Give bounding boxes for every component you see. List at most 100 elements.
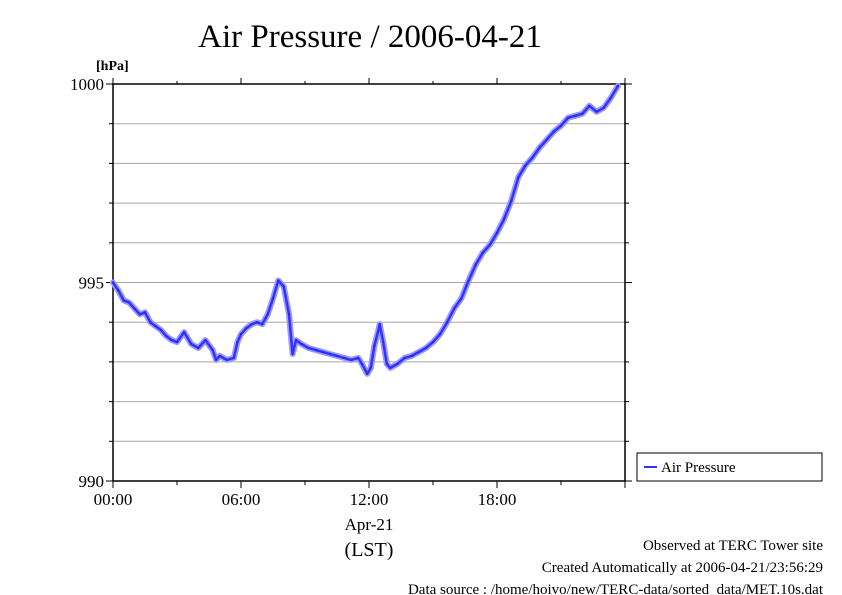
data-point: [424, 346, 428, 350]
data-point: [467, 279, 470, 282]
data-point: [488, 243, 492, 246]
data-point: [524, 164, 527, 167]
data-point: [342, 356, 346, 360]
data-point: [376, 330, 380, 334]
data-point: [389, 366, 392, 370]
data-point: [170, 338, 173, 342]
series-air-pressure: [110, 83, 621, 377]
data-point: [538, 146, 541, 149]
x-axis-zone-label: (LST): [345, 539, 394, 561]
data-point: [266, 313, 269, 316]
footer-observed: Observed at TERC Tower site: [643, 538, 823, 554]
data-point: [149, 321, 152, 324]
footer-source: Data source : /home/hoivo/new/TERC-data/…: [408, 582, 824, 595]
data-point: [517, 176, 520, 179]
data-point: [357, 356, 360, 360]
data-point: [474, 263, 477, 266]
data-point: [373, 344, 376, 348]
data-point: [182, 330, 186, 334]
data-point: [218, 354, 221, 358]
data-point: [225, 358, 228, 362]
data-point: [481, 251, 484, 254]
data-point: [531, 156, 534, 159]
data-point: [291, 352, 294, 356]
data-point: [595, 110, 598, 114]
data-point: [175, 340, 179, 344]
data-point: [453, 307, 456, 310]
y-axis-unit: [hPa]: [96, 59, 129, 74]
data-point: [282, 285, 285, 288]
data-point: [143, 311, 147, 314]
y-tick-label: 1000: [70, 75, 104, 94]
data-point: [366, 372, 369, 375]
data-point: [431, 340, 435, 344]
x-tick-label: 12:00: [350, 490, 389, 509]
data-point: [261, 323, 264, 326]
data-point: [328, 352, 332, 356]
data-point: [287, 313, 291, 316]
data-point: [250, 323, 253, 326]
data-point: [495, 231, 499, 235]
data-point: [138, 313, 141, 316]
data-point: [236, 340, 239, 344]
series-line: [111, 84, 620, 376]
data-point: [460, 297, 463, 300]
x-ticks: 00:00 06:00 12:00 18:00: [94, 78, 626, 509]
data-point: [154, 325, 157, 328]
data-point: [438, 332, 442, 336]
data-point: [122, 299, 125, 302]
footer-created: Created Automatically at 2006-04-21/23:5…: [542, 560, 823, 576]
x-tick-label: 00:00: [94, 490, 133, 509]
grid-lines: [113, 123, 625, 442]
data-point: [111, 281, 115, 284]
data-point: [159, 328, 163, 332]
y-ticks: 990 995 1000: [70, 75, 632, 491]
legend: Air Pressure: [636, 452, 823, 482]
data-point: [255, 321, 259, 324]
data-point: [300, 342, 303, 346]
data-point: [321, 350, 324, 354]
data-point: [502, 217, 506, 221]
data-point: [602, 106, 605, 110]
data-point: [204, 338, 207, 342]
data-point: [307, 346, 310, 350]
data-point: [581, 112, 584, 116]
data-point: [378, 323, 381, 326]
chart-title: Air Pressure / 2006-04-21: [198, 19, 542, 55]
data-point: [127, 301, 131, 304]
x-tick-label: 06:00: [222, 490, 261, 509]
data-point: [214, 358, 218, 362]
data-point: [271, 297, 275, 300]
data-point: [552, 130, 556, 133]
data-point: [294, 338, 298, 342]
x-tick-label: 18:00: [478, 490, 517, 509]
series-band: [110, 83, 621, 377]
y-tick-label: 995: [79, 274, 105, 293]
data-point: [211, 348, 214, 352]
data-point: [559, 124, 563, 127]
data-point: [117, 289, 120, 292]
x-axis-date-label: Apr-21: [345, 515, 394, 534]
data-point: [566, 116, 570, 119]
data-point: [239, 332, 243, 336]
data-point: [190, 342, 193, 346]
data-point: [410, 354, 413, 358]
data-point: [545, 138, 548, 141]
data-point: [510, 199, 513, 203]
data-point: [616, 84, 620, 88]
data-point: [396, 362, 399, 366]
data-point: [446, 321, 449, 324]
data-point: [277, 279, 280, 282]
data-point: [197, 346, 200, 350]
y-tick-label: 990: [79, 472, 105, 491]
data-point: [417, 350, 420, 354]
data-point: [314, 348, 317, 352]
data-point: [335, 354, 339, 358]
data-point: [165, 334, 168, 338]
data-point: [133, 307, 136, 310]
data-point: [403, 356, 406, 360]
data-point: [574, 114, 577, 118]
data-point: [369, 366, 372, 370]
data-point: [232, 356, 236, 360]
